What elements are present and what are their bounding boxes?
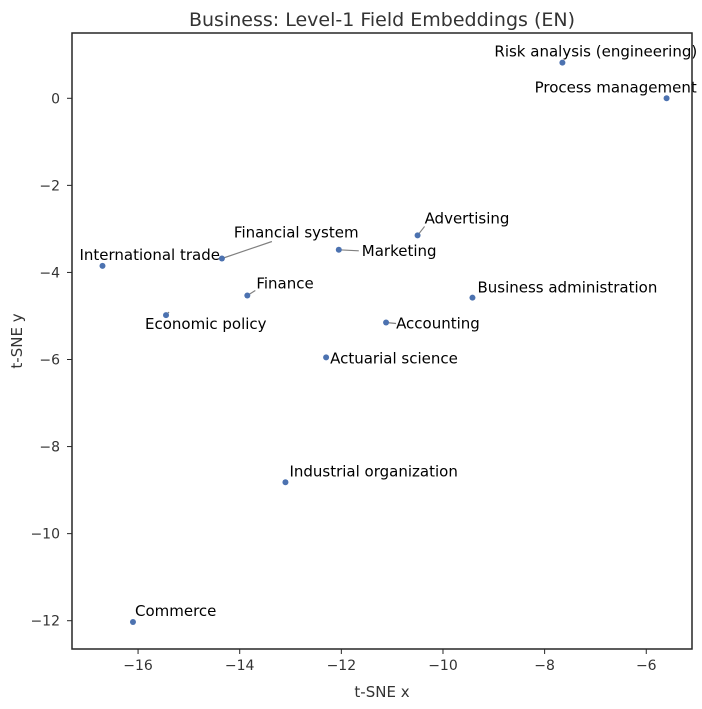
point-label: Actuarial science xyxy=(330,349,458,367)
point-label: Risk analysis (engineering) xyxy=(494,43,697,61)
label-leader-line xyxy=(338,249,359,252)
point-label: Finance xyxy=(256,275,313,293)
scatter-point xyxy=(383,319,390,326)
point-label: Commerce xyxy=(135,602,216,620)
axis-ticks: −16 −14 −12 −10 −8 −6 0 −2 −4 −6 −8 −10 −12 xyxy=(30,91,656,674)
scatter-point xyxy=(282,479,289,486)
y-tick-label: −12 xyxy=(30,614,60,630)
y-axis-label: t-SNE y xyxy=(8,313,26,368)
point-label: Business administration xyxy=(477,279,657,297)
scatter-point xyxy=(559,59,566,66)
point-label: Process management xyxy=(535,78,697,96)
scatter-point xyxy=(244,292,251,299)
scatter-point xyxy=(99,262,106,269)
point-label: Economic policy xyxy=(145,315,267,333)
y-tick-label: −2 xyxy=(39,178,60,194)
x-tick-label: −10 xyxy=(428,658,458,674)
point-label: Financial system xyxy=(234,224,359,242)
point-label: Advertising xyxy=(425,209,510,227)
scatter-point xyxy=(663,95,670,102)
x-axis-label: t-SNE x xyxy=(354,683,409,701)
x-tick-label: −14 xyxy=(225,658,255,674)
y-tick-label: −6 xyxy=(39,353,60,369)
scatter-point xyxy=(469,294,476,301)
label-leader-line xyxy=(221,240,273,260)
scatter-point xyxy=(323,354,330,361)
scatter-point xyxy=(129,619,136,626)
point-label: Marketing xyxy=(362,242,437,260)
scatter-point xyxy=(163,312,170,319)
point-label: Industrial organization xyxy=(289,462,457,480)
x-tick-label: −12 xyxy=(327,658,357,674)
x-tick-label: −6 xyxy=(636,658,657,674)
point-label: Accounting xyxy=(396,314,480,332)
y-tick-label: −8 xyxy=(39,440,60,456)
y-tick-label: −4 xyxy=(39,265,60,281)
scatter-point xyxy=(335,246,342,253)
chart-title: Business: Level-1 Field Embeddings (EN) xyxy=(189,9,575,31)
y-tick-label: −10 xyxy=(30,527,60,543)
scatter-point xyxy=(218,255,225,262)
point-label: International trade xyxy=(79,246,220,264)
x-tick-label: −8 xyxy=(534,658,555,674)
y-tick-label: 0 xyxy=(51,91,60,107)
plot-frame xyxy=(71,32,693,650)
scatter-point xyxy=(414,232,421,239)
data-points: Risk analysis (engineering) Process manag… xyxy=(79,43,697,626)
x-tick-label: −16 xyxy=(123,658,153,674)
